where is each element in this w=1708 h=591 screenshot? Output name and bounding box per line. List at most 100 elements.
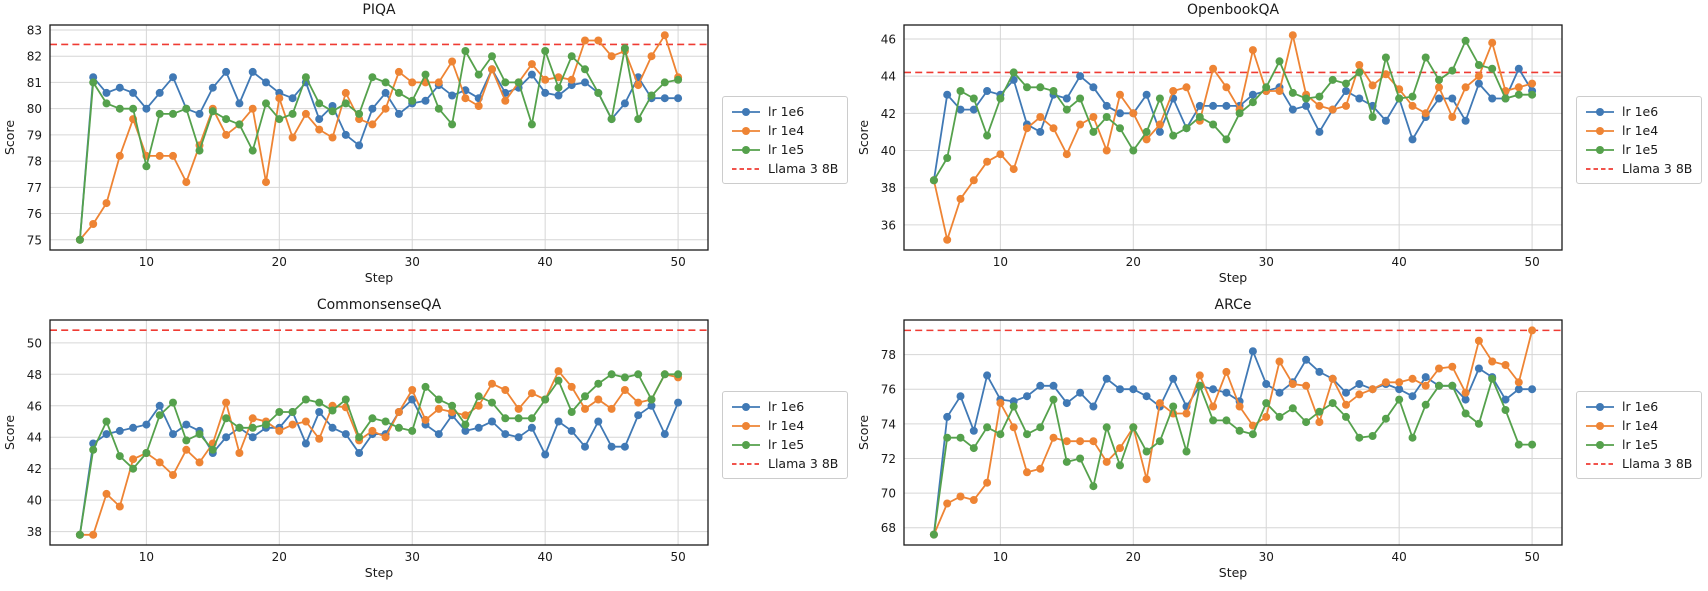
legend-label: lr 1e4 — [1622, 418, 1659, 433]
legend-dashed-line-icon — [732, 167, 760, 170]
y-tick-label: 48 — [27, 368, 42, 382]
y-tick-label: 36 — [881, 218, 896, 232]
y-tick-label: 76 — [27, 207, 42, 221]
legend-item-llama-baseline: Llama 3 8B — [731, 159, 838, 178]
commonsenseqa-plot-area: 38 40 42 44 46 48 50 10 20 30 40 50 Step Score — [2, 319, 709, 580]
x-tick-label: 30 — [1259, 255, 1274, 269]
legend-item-lr-1e4: lr 1e4 — [731, 121, 838, 140]
legend-label: lr 1e5 — [768, 142, 805, 157]
piqa-plot-area: 75 76 77 78 79 80 81 82 83 10 20 30 40 50 Step Score — [2, 23, 709, 285]
subplot-arce: 68 70 72 74 76 78 10 20 30 40 50 Step Score ARCe lr … — [854, 295, 1708, 590]
subplot-commonsenseqa: 38 40 42 44 46 48 50 10 20 30 40 50 Step Score Common… — [0, 295, 854, 590]
legend-line-marker-icon — [732, 126, 760, 135]
openbookqa-plot-area: 36 38 40 42 44 46 10 20 30 40 50 Step Score — [856, 24, 1563, 285]
legend-label: lr 1e4 — [1622, 123, 1659, 138]
y-tick-label: 70 — [881, 487, 896, 501]
x-tick-label: 40 — [1392, 550, 1407, 564]
legend-label: lr 1e4 — [768, 418, 805, 433]
legend-item-lr-1e4: lr 1e4 — [1585, 416, 1692, 435]
legend-line-marker-icon — [1586, 107, 1614, 116]
y-tick-label: 46 — [881, 32, 896, 46]
series-lr-1e5 — [75, 44, 683, 244]
legend-line-marker-icon — [1586, 440, 1614, 449]
x-tick-label: 20 — [1126, 550, 1141, 564]
axes-frame — [903, 319, 1563, 546]
y-tick-label: 44 — [27, 431, 42, 445]
x-axis-label: Step — [1219, 565, 1248, 580]
legend: lr 1e6 lr 1e4 lr 1e5 Llama 3 8B — [1576, 391, 1703, 479]
subplot-piqa: 75 76 77 78 79 80 81 82 83 10 20 30 40 50 Step Score PI… — [0, 0, 854, 295]
y-tick-label: 50 — [27, 336, 42, 350]
series-lr-1e6 — [75, 395, 683, 539]
x-tick-label: 50 — [670, 255, 685, 269]
series-lr-1e4 — [929, 31, 1537, 244]
arce-plot-area: 68 70 72 74 76 78 10 20 30 40 50 Step Score — [856, 319, 1563, 580]
chart-title: CommonsenseQA — [316, 297, 442, 313]
y-tick-label: 44 — [881, 70, 896, 84]
legend-line-marker-icon — [732, 440, 760, 449]
legend-item-lr-1e5: lr 1e5 — [1585, 140, 1692, 159]
x-axis-label: Step — [365, 270, 394, 285]
x-axis-label: Step — [1219, 270, 1248, 285]
y-axis-label: Score — [2, 120, 17, 155]
legend-label: lr 1e4 — [768, 123, 805, 138]
legend: lr 1e6 lr 1e4 lr 1e5 Llama 3 8B — [722, 96, 849, 184]
legend-item-llama-baseline: Llama 3 8B — [1585, 454, 1692, 473]
y-tick-label: 42 — [881, 107, 896, 121]
y-tick-label: 42 — [27, 462, 42, 476]
legend-label: lr 1e5 — [1622, 142, 1659, 157]
chart-title: OpenbookQA — [1186, 2, 1280, 18]
series-lr-1e4 — [929, 326, 1537, 539]
x-axis-label: Step — [365, 565, 394, 580]
y-tick-label: 46 — [27, 399, 42, 413]
y-tick-label: 83 — [27, 23, 42, 37]
series-lr-1e6 — [929, 347, 1537, 539]
series-lr-1e4 — [75, 367, 683, 539]
axes-frame — [49, 24, 709, 251]
legend-label: Llama 3 8B — [768, 161, 839, 176]
legend: lr 1e6 lr 1e4 lr 1e5 Llama 3 8B — [1576, 96, 1703, 184]
y-tick-label: 74 — [881, 417, 896, 431]
y-tick-label: 82 — [27, 50, 42, 64]
legend-label: Llama 3 8B — [1622, 456, 1693, 471]
legend-line-marker-icon — [1586, 126, 1614, 135]
legend-item-lr-1e6: lr 1e6 — [1585, 102, 1692, 121]
y-tick-label: 72 — [881, 452, 896, 466]
x-tick-label: 20 — [1126, 255, 1141, 269]
legend: lr 1e6 lr 1e4 lr 1e5 Llama 3 8B — [722, 391, 849, 479]
legend-label: lr 1e6 — [768, 399, 805, 414]
legend-dashed-line-icon — [732, 462, 760, 465]
x-tick-label: 20 — [272, 255, 287, 269]
legend-item-llama-baseline: Llama 3 8B — [731, 454, 838, 473]
x-tick-label: 20 — [272, 550, 287, 564]
legend-item-lr-1e5: lr 1e5 — [731, 140, 838, 159]
y-tick-label: 76 — [881, 383, 896, 397]
y-axis-label: Score — [856, 415, 871, 450]
x-tick-label: 10 — [993, 255, 1008, 269]
y-tick-label: 75 — [27, 233, 42, 247]
x-tick-label: 30 — [1259, 550, 1274, 564]
legend-item-llama-baseline: Llama 3 8B — [1585, 159, 1692, 178]
y-axis-label: Score — [2, 415, 17, 450]
series-lr-1e5 — [929, 374, 1537, 539]
x-tick-label: 40 — [538, 550, 553, 564]
legend-line-marker-icon — [1586, 145, 1614, 154]
legend-label: Llama 3 8B — [1622, 161, 1693, 176]
legend-item-lr-1e6: lr 1e6 — [731, 102, 838, 121]
x-tick-label: 50 — [1524, 550, 1539, 564]
legend-item-lr-1e4: lr 1e4 — [731, 416, 838, 435]
subplot-openbookqa: 36 38 40 42 44 46 10 20 30 40 50 Step Score Openbook… — [854, 0, 1708, 295]
y-tick-label: 78 — [27, 155, 42, 169]
legend-item-lr-1e5: lr 1e5 — [1585, 435, 1692, 454]
legend-line-marker-icon — [732, 421, 760, 430]
legend-item-lr-1e6: lr 1e6 — [1585, 397, 1692, 416]
x-tick-label: 30 — [405, 255, 420, 269]
y-tick-label: 40 — [27, 494, 42, 508]
x-tick-label: 10 — [139, 255, 154, 269]
y-tick-label: 40 — [881, 144, 896, 158]
legend-line-marker-icon — [1586, 402, 1614, 411]
legend-label: lr 1e5 — [1622, 437, 1659, 452]
x-tick-label: 10 — [993, 550, 1008, 564]
series-lr-1e4 — [75, 31, 683, 244]
